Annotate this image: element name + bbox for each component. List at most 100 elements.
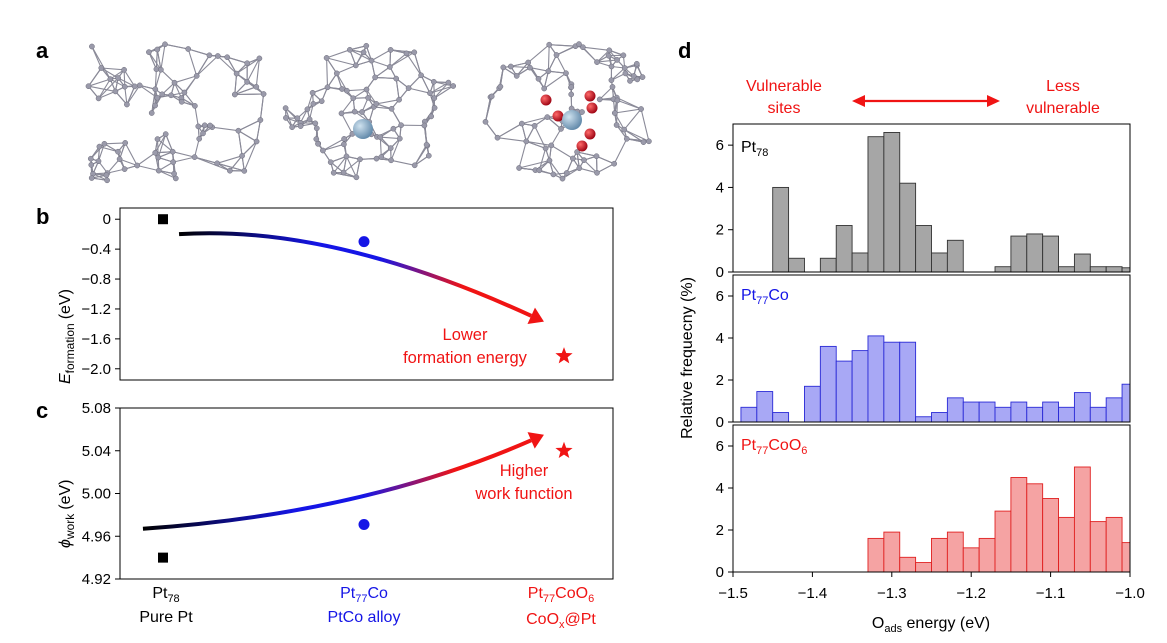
pt-atom — [431, 95, 438, 101]
ylabel-b-main: E — [57, 373, 74, 384]
pt-pt-bond — [371, 49, 391, 62]
ylabel-c-sub: work — [63, 513, 77, 540]
pt-atom — [494, 134, 501, 141]
pt-pt-bond — [389, 51, 415, 68]
pt-pt-bond — [88, 85, 116, 92]
pt-pt-bond — [259, 93, 265, 121]
pt-atom — [418, 72, 424, 79]
pt-atom — [559, 175, 566, 182]
pt-atom — [121, 83, 128, 90]
pt-atom — [411, 49, 418, 56]
pt-atom — [594, 59, 600, 65]
pt-atom — [171, 79, 178, 86]
ylabel-c: ϕwork (eV) — [57, 480, 77, 548]
pt-atom — [282, 105, 289, 111]
histogram-bar-Pt77Co — [1073, 392, 1091, 423]
pt-atom — [622, 70, 629, 77]
pt-atom — [260, 91, 267, 97]
pt-atom — [431, 105, 438, 111]
pt-atom — [405, 85, 412, 91]
pt-atom — [154, 136, 161, 142]
pt-pt-bond — [194, 138, 200, 158]
pt-atom — [341, 136, 347, 142]
histogram-bar-Pt77CoO6 — [1121, 542, 1131, 573]
pt-atom — [544, 114, 551, 120]
pt-atom — [206, 52, 213, 59]
pt-atom — [104, 177, 110, 184]
pt-atom — [306, 116, 313, 123]
pt-atom — [388, 105, 395, 112]
pt-atom — [191, 154, 198, 160]
pt-atom — [155, 167, 162, 174]
data-point-c-pt78 — [158, 552, 168, 563]
pt-pt-bond — [389, 52, 407, 68]
pt-pt-bond — [234, 73, 238, 95]
plot-frame-b — [119, 207, 614, 381]
pt-pt-bond — [333, 156, 347, 174]
pt-atom — [377, 134, 384, 140]
xtick-label-d: −1.2 — [956, 585, 986, 602]
pt-pt-bond — [518, 159, 550, 169]
pt-atom — [214, 160, 221, 167]
panel-d-histogram: Vulnerable sites Less vulnerable 0 2 4 6 0 2 4… — [679, 78, 1145, 635]
pt-pt-bond — [434, 85, 454, 99]
ytick-label-d: 6 — [716, 288, 724, 305]
ytick-label-b: −0.4 — [81, 241, 111, 258]
pt-atom — [398, 122, 404, 129]
pt-pt-bond — [614, 112, 625, 130]
pt-pt-bond — [611, 67, 626, 81]
oxygen-atom — [540, 94, 552, 106]
pt-pt-bond — [497, 123, 523, 139]
pt-atom — [574, 149, 580, 155]
pt-pt-bond — [551, 144, 574, 159]
pt-atom — [227, 167, 233, 174]
pt-pt-bond — [562, 167, 580, 180]
pt-pt-bond — [420, 75, 431, 94]
histogram-bar-Pt77CoO6 — [867, 537, 885, 573]
ytick-label-b: 0 — [103, 211, 111, 228]
pt-pt-bond — [164, 43, 189, 50]
pt-atom — [224, 54, 231, 61]
pt-atom — [168, 92, 174, 99]
pt-pt-bond — [101, 67, 125, 71]
histogram-bar-Pt78 — [899, 182, 917, 273]
pt-atom — [570, 155, 576, 162]
pt-pt-bond — [123, 69, 136, 87]
histogram-bar-Pt77Co — [946, 397, 964, 423]
histogram-bar-Pt78 — [835, 225, 853, 273]
pt-atom — [393, 75, 400, 82]
pt-pt-bond — [322, 143, 345, 152]
pt-pt-bond — [148, 51, 162, 71]
histogram-bar-Pt77Co — [819, 345, 837, 423]
pt-pt-bond — [172, 151, 195, 158]
ylabel-b: Eformation (eV) — [57, 289, 77, 384]
xcat-1-sub: 77 — [355, 593, 367, 605]
pt-atom — [428, 113, 435, 120]
pt-atom — [621, 65, 628, 71]
pt-pt-bond — [237, 130, 243, 156]
histogram-bar-Pt78 — [772, 186, 790, 273]
histogram-bar-Pt77Co — [1026, 406, 1044, 423]
pt-pt-bond — [521, 123, 527, 142]
pt-pt-bond — [616, 124, 628, 140]
pt-pt-bond — [160, 44, 166, 70]
pt-atom — [605, 52, 612, 59]
xlabel-d: Oads energy (eV) — [872, 615, 990, 635]
trend-arrow-c — [142, 438, 532, 531]
pt-pt-bond — [371, 60, 391, 68]
pt-atom — [323, 55, 330, 61]
histogram-bar-Pt77Co — [899, 341, 917, 423]
pt-atom — [536, 167, 543, 174]
oxygen-atom — [586, 102, 598, 114]
xcat-0-desc: Pure Pt — [139, 609, 193, 626]
pt-atom — [593, 153, 600, 160]
histogram-bar-Pt77CoO6 — [1042, 498, 1059, 573]
histogram-bar-Pt78 — [1089, 266, 1107, 273]
data-point-b-pt77coo6 — [555, 347, 573, 364]
histogram-bar-Pt78 — [946, 239, 964, 273]
pt-pt-bond — [106, 158, 121, 174]
pt-pt-bond — [194, 105, 199, 127]
pt-pt-bond — [616, 97, 642, 110]
title-right-line-2: vulnerable — [1026, 100, 1100, 117]
series-1-main: Pt — [741, 287, 757, 304]
